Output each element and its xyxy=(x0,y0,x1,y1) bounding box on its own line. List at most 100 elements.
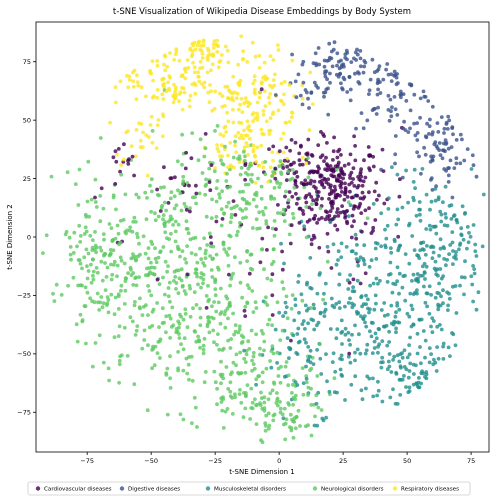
data-point xyxy=(435,324,440,329)
data-point xyxy=(290,52,294,57)
data-point xyxy=(470,153,475,158)
data-point xyxy=(334,336,339,341)
data-point xyxy=(216,65,221,70)
data-point xyxy=(318,206,323,211)
data-point xyxy=(317,273,322,277)
data-point xyxy=(209,216,214,221)
data-point xyxy=(328,209,333,214)
data-point xyxy=(396,217,401,222)
data-point xyxy=(349,60,354,64)
data-point xyxy=(309,386,313,391)
data-point xyxy=(338,193,342,198)
data-point xyxy=(359,167,363,172)
data-point xyxy=(339,241,344,246)
data-point xyxy=(220,372,225,377)
data-point xyxy=(253,154,258,159)
data-point xyxy=(426,99,431,103)
data-point xyxy=(300,162,305,167)
data-point xyxy=(362,64,367,69)
data-point xyxy=(251,362,256,366)
data-point xyxy=(238,102,243,107)
data-point xyxy=(267,147,271,152)
data-point xyxy=(185,325,190,330)
data-point xyxy=(423,300,428,305)
data-point xyxy=(315,374,320,378)
data-point xyxy=(149,209,154,214)
data-point xyxy=(337,282,342,287)
data-point xyxy=(189,251,194,256)
data-point xyxy=(199,48,204,53)
data-point xyxy=(215,143,219,147)
data-point xyxy=(287,83,292,87)
data-point xyxy=(287,356,291,360)
data-point xyxy=(268,359,272,363)
data-point xyxy=(363,175,368,180)
data-point xyxy=(329,49,334,54)
data-point xyxy=(400,205,405,210)
data-point xyxy=(209,89,214,94)
data-point xyxy=(368,329,372,334)
data-point xyxy=(428,227,433,232)
data-point xyxy=(436,356,441,361)
data-point xyxy=(158,209,163,213)
data-point xyxy=(105,295,110,299)
data-point xyxy=(437,253,441,258)
data-point xyxy=(238,221,242,225)
data-point xyxy=(99,295,104,299)
data-point xyxy=(459,226,464,231)
data-point xyxy=(301,155,305,160)
data-point xyxy=(225,407,230,411)
data-point xyxy=(225,171,229,176)
data-point xyxy=(301,59,306,64)
data-point xyxy=(203,146,208,151)
data-point xyxy=(188,237,193,242)
data-point xyxy=(241,136,246,141)
data-point xyxy=(163,230,168,235)
data-point xyxy=(193,252,198,257)
data-point xyxy=(220,408,225,413)
data-point xyxy=(294,351,299,355)
data-point xyxy=(133,333,138,337)
data-point xyxy=(180,107,185,112)
data-point xyxy=(279,137,283,141)
data-point xyxy=(82,232,87,236)
data-point xyxy=(289,162,294,167)
data-point xyxy=(404,385,408,389)
data-point xyxy=(135,80,140,84)
data-point xyxy=(245,126,250,130)
data-point xyxy=(354,126,358,131)
data-point xyxy=(65,170,70,175)
data-point xyxy=(291,216,296,220)
data-point xyxy=(329,296,334,301)
data-point xyxy=(234,363,238,368)
data-point xyxy=(260,236,265,241)
data-point xyxy=(198,323,203,328)
data-point xyxy=(224,204,229,209)
data-point xyxy=(94,266,99,270)
data-point xyxy=(262,267,266,272)
data-point xyxy=(111,248,116,253)
data-point xyxy=(306,345,311,349)
data-point xyxy=(116,231,121,236)
data-point xyxy=(178,191,183,196)
data-point xyxy=(453,343,458,348)
data-point xyxy=(159,205,164,210)
data-point xyxy=(75,339,80,344)
data-point xyxy=(150,242,155,247)
data-point xyxy=(372,189,377,194)
data-point xyxy=(98,245,103,250)
data-point xyxy=(97,333,102,338)
data-point xyxy=(119,258,124,263)
data-point xyxy=(137,275,142,279)
data-point xyxy=(458,161,463,166)
data-point xyxy=(374,180,379,185)
data-point xyxy=(250,40,255,45)
data-point xyxy=(200,82,204,86)
data-point xyxy=(322,159,326,164)
data-point xyxy=(135,235,140,240)
data-point xyxy=(463,211,467,215)
data-point xyxy=(444,263,448,268)
data-point xyxy=(450,230,455,235)
data-point xyxy=(291,435,296,440)
data-point xyxy=(193,47,198,52)
